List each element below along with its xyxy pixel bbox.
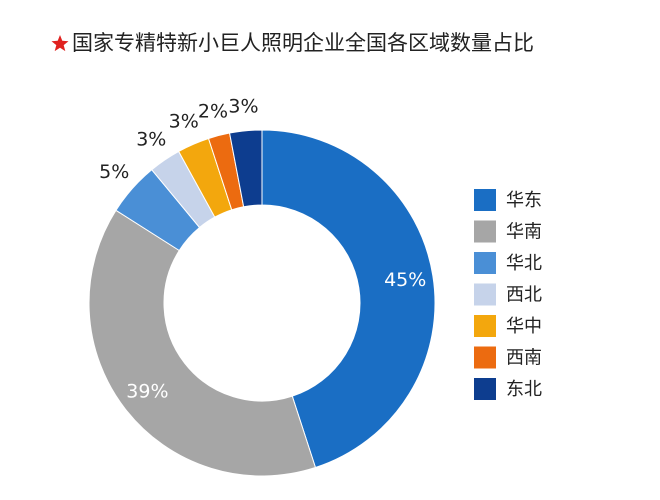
- legend-swatch: [474, 283, 496, 306]
- chart-title: 国家专精特新小巨人照明企业全国各区域数量占比: [72, 31, 534, 55]
- legend-label: 西北: [506, 285, 542, 306]
- value-label: 45%: [384, 269, 426, 291]
- legend-swatch: [474, 315, 496, 337]
- legend-swatch: [474, 378, 496, 400]
- wedge: [228, 129, 263, 208]
- legend-swatch: [474, 346, 496, 369]
- legend-label: 东北: [506, 379, 542, 400]
- value-label: 3%: [169, 111, 199, 133]
- legend-swatch: [474, 252, 496, 274]
- legend-label: 华北: [506, 253, 542, 274]
- value-label: 2%: [198, 101, 228, 123]
- legend-label: 西南: [506, 348, 542, 369]
- wedge: [261, 129, 436, 469]
- legend-label: 华南: [506, 222, 542, 243]
- legend-label: 华东: [506, 190, 542, 211]
- title-star: [51, 35, 69, 52]
- legend-swatch: [474, 220, 496, 243]
- value-label: 3%: [228, 95, 258, 117]
- wedge: [88, 209, 317, 477]
- value-label: 5%: [99, 161, 129, 183]
- legend-swatch: [474, 189, 496, 211]
- value-label: 39%: [126, 380, 168, 402]
- legend-label: 华中: [506, 316, 542, 337]
- value-label: 3%: [136, 129, 166, 151]
